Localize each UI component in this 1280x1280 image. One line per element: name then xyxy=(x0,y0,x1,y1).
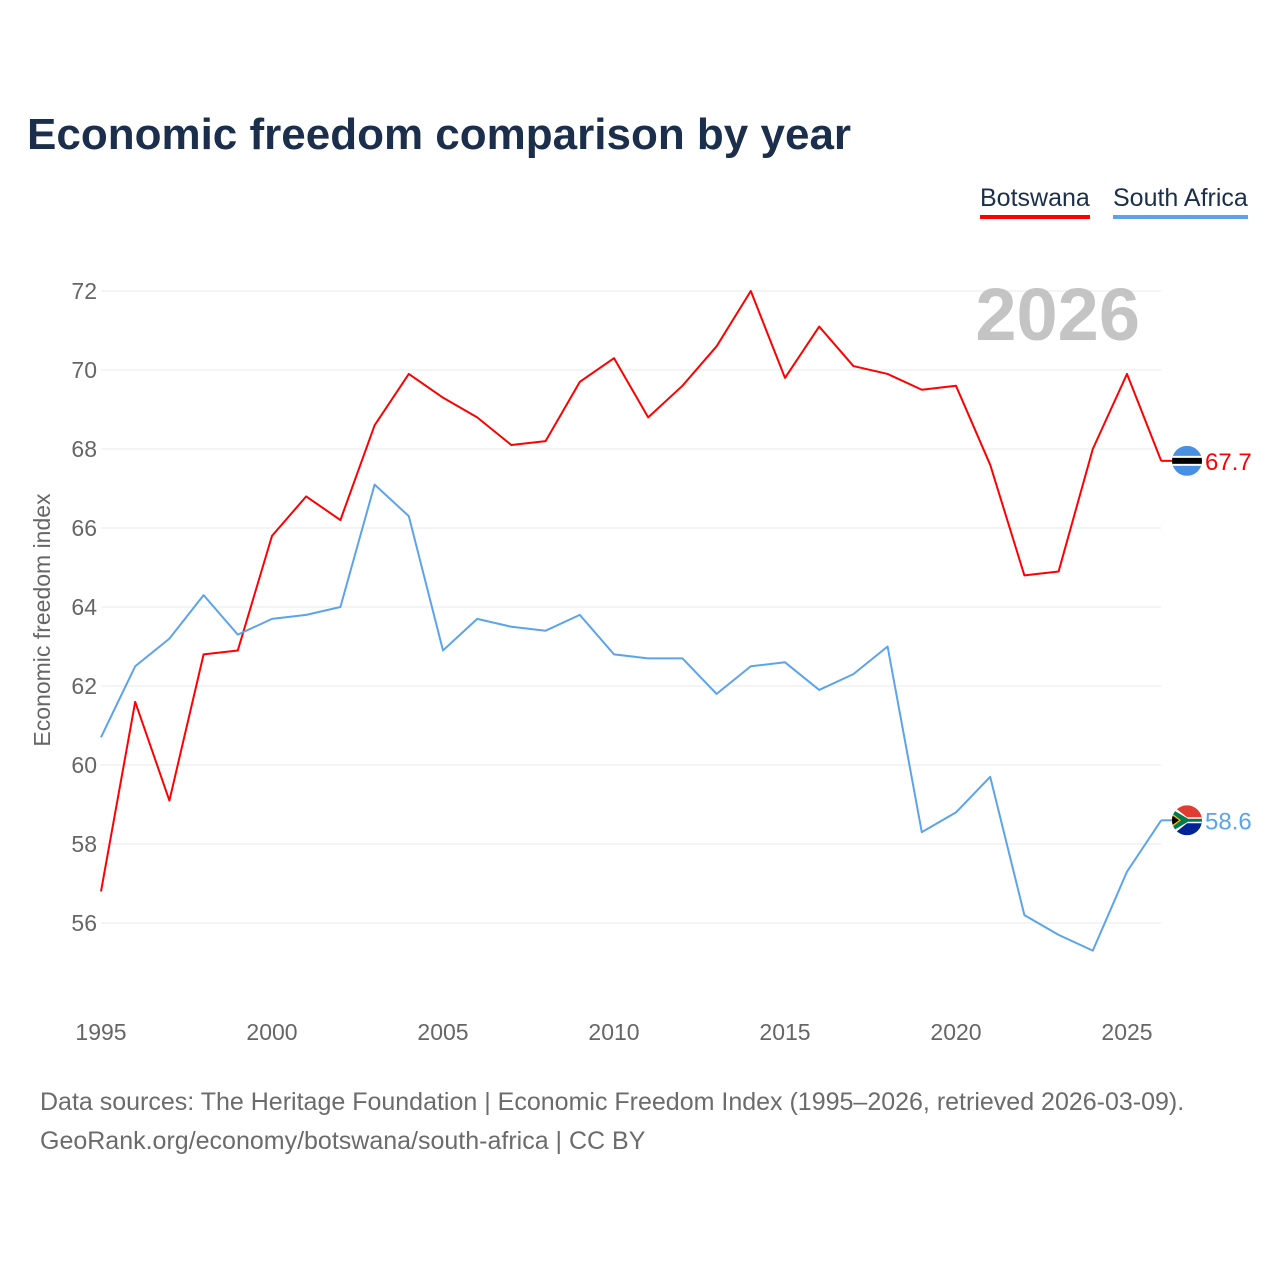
y-tick-label: 60 xyxy=(71,752,97,778)
legend-botswana[interactable]: Botswana xyxy=(980,184,1090,219)
x-tick-label: 1995 xyxy=(75,1019,126,1045)
series-line-south-africa xyxy=(100,483,1163,952)
y-tick-label: 62 xyxy=(71,673,97,699)
y-tick-label: 56 xyxy=(71,910,97,936)
footer-sources: Data sources: The Heritage Foundation | … xyxy=(40,1088,1185,1116)
botswana-flag-icon xyxy=(1172,445,1202,476)
legend-south-africa[interactable]: South Africa xyxy=(1113,184,1248,219)
south-africa-end-value: 58.6 xyxy=(1205,808,1252,835)
y-tick-label: 64 xyxy=(71,594,97,620)
y-tick-label: 68 xyxy=(71,436,97,462)
x-tick-label: 2010 xyxy=(588,1019,639,1045)
chart-title: Economic freedom comparison by year xyxy=(27,110,852,159)
footer-url[interactable]: GeoRank.org/economy/botswana/south-afric… xyxy=(40,1127,646,1155)
y-tick-label: 66 xyxy=(71,515,97,541)
botswana-end-value: 67.7 xyxy=(1205,449,1252,476)
x-tick-label: 2000 xyxy=(246,1019,297,1045)
y-tick-label: 72 xyxy=(71,278,97,304)
series-line-botswana xyxy=(100,290,1163,892)
year-watermark: 2026 xyxy=(975,273,1140,356)
y-tick-label: 70 xyxy=(71,357,97,383)
x-tick-label: 2015 xyxy=(759,1019,810,1045)
south-africa-flag-icon xyxy=(1172,805,1202,836)
y-axis-label: Economic freedom index xyxy=(29,493,55,747)
y-tick-label: 58 xyxy=(71,831,97,857)
x-tick-label: 2020 xyxy=(930,1019,981,1045)
x-tick-label: 2005 xyxy=(417,1019,468,1045)
x-tick-label: 2025 xyxy=(1101,1019,1152,1045)
